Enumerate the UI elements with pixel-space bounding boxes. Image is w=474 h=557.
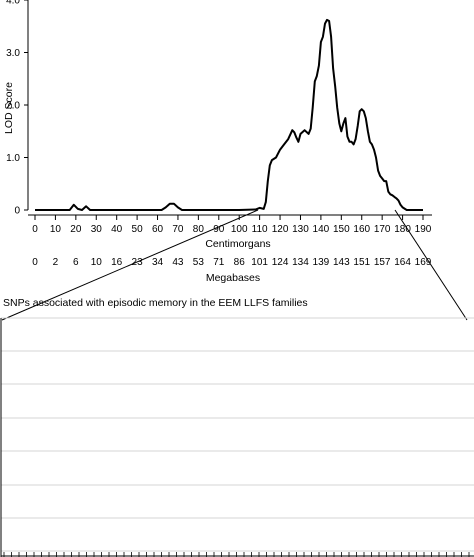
x-tick-label: 140 (313, 224, 330, 235)
x-tick-label: 0 (32, 224, 38, 235)
megabase-tick-label: 101 (251, 257, 268, 268)
x-tick-label: 100 (231, 224, 248, 235)
x-tick-label: 130 (292, 224, 309, 235)
x-tick-label: 10 (50, 224, 62, 235)
megabase-tick-label: 23 (132, 257, 144, 268)
x-tick-label: 40 (111, 224, 123, 235)
megabase-tick-label: 139 (313, 257, 330, 268)
x-tick-label: 50 (132, 224, 144, 235)
megabase-tick-label: 43 (172, 257, 184, 268)
megabase-tick-label: 0 (32, 257, 38, 268)
x-tick-label: 20 (70, 224, 82, 235)
y-tick-label: 4.0 (6, 0, 20, 7)
megabase-tick-label: 34 (152, 257, 164, 268)
lod-chart: 01.02.03.04.0 0 10 20 30 40 50 60 70 80 90 100 110 1… (3, 0, 432, 284)
megabase-tick-label: 2 (53, 257, 59, 268)
x-tick-label: 150 (333, 224, 350, 235)
x-tick-label: 180 (394, 224, 411, 235)
megabase-tick-label: 143 (333, 257, 350, 268)
x-tick-label: 70 (172, 224, 184, 235)
megabase-tick-label: 10 (91, 257, 103, 268)
x-tick-label: 190 (415, 224, 432, 235)
megabase-axis-title: Megabases (206, 272, 260, 284)
megabase-tick-label: 71 (213, 257, 225, 268)
x-tick-label: 90 (213, 224, 225, 235)
snp-panel-title: SNPs associated with episodic memory in … (3, 297, 308, 309)
snp-x-ticks (1, 552, 474, 557)
megabase-tick-label: 157 (374, 257, 391, 268)
x-tick-label: 60 (152, 224, 164, 235)
zoom-connector-left (1, 209, 259, 321)
x-tick-label: 110 (252, 224, 268, 235)
megabase-ticks: 0 2 6 10 16 23 34 43 53 71 86 101 124 134 139 143 151 157… (32, 257, 432, 268)
x-tick-label: 120 (272, 224, 289, 235)
x-tick-label: 30 (91, 224, 103, 235)
y-tick-label: 3.0 (6, 48, 20, 59)
x-tick-label: 80 (193, 224, 205, 235)
megabase-tick-label: 164 (394, 257, 411, 268)
snp-gridlines (1, 317, 474, 552)
x-axis-title: Centimorgans (205, 238, 270, 250)
x-tick-label: 170 (374, 224, 391, 235)
y-tick-label: 1.0 (6, 153, 20, 164)
megabase-tick-label: 169 (415, 257, 432, 268)
megabase-tick-label: 151 (353, 257, 370, 268)
megabase-tick-label: 124 (272, 257, 289, 268)
snp-panel: SNPs associated with episodic memory in … (0, 297, 474, 557)
x-tick-label: 160 (353, 224, 370, 235)
y-tick-label: 0 (14, 206, 20, 217)
lod-score-line (35, 18, 423, 211)
y-axis-title: LOD Score (3, 82, 15, 134)
y-ticks: 0 1.0 2.0 3.0 4.0 (6, 0, 28, 217)
megabase-tick-label: 16 (111, 257, 123, 268)
megabase-tick-label: 6 (73, 257, 79, 268)
y-tick-label: 2.0 (6, 101, 20, 112)
zoom-connector-right (394, 209, 468, 321)
megabase-tick-label: 53 (193, 257, 205, 268)
megabase-tick-label: 134 (292, 257, 309, 268)
megabase-tick-label: 86 (234, 257, 246, 268)
x-ticks: 0 10 20 30 40 50 60 70 80 90 100 110 120 130 140 150 160… (32, 215, 432, 235)
